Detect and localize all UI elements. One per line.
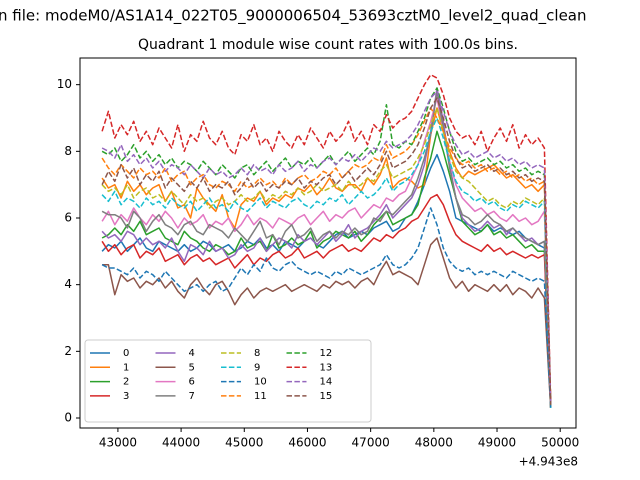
legend-label-0: 0 [123,348,129,359]
legend-label-15: 15 [320,391,333,402]
legend-label-3: 3 [123,391,129,402]
y-tick-label: 4 [64,277,72,291]
legend-label-4: 4 [189,348,195,359]
legend-label-5: 5 [189,362,195,373]
x-tick-label: 47000 [352,436,390,450]
series-line-3 [101,193,552,409]
series-line-13 [101,73,552,402]
series-line-8 [101,107,552,409]
plot-lines [101,73,552,409]
series-line-4 [101,87,552,409]
series-line-11 [101,107,552,405]
x-tick-label: 43000 [99,436,137,450]
legend-frame [84,339,372,423]
y-tick-label: 2 [64,344,72,358]
legend-label-9: 9 [254,362,260,373]
plot-frame [79,57,577,429]
series-line-14 [101,90,552,405]
figure-suptitle: n file: modeM0/AS1A14_022T05_9000006504_… [0,7,587,26]
x-axis: 43000 44000 45000 46000 47000 48000 49000 50000 [99,428,579,450]
x-offset-label: +4.943e8 [519,455,578,469]
chart-title: Quadrant 1 module wise count rates with … [138,37,518,53]
x-tick-label: 49000 [478,436,516,450]
legend-label-8: 8 [254,348,260,359]
x-tick-label: 45000 [225,436,263,450]
x-tick-label: 46000 [288,436,326,450]
x-tick-label: 44000 [162,436,200,450]
y-tick-label: 0 [64,411,72,425]
legend-label-12: 12 [320,348,333,359]
legend-label-7: 7 [189,391,195,402]
legend-label-2: 2 [123,377,129,388]
x-tick-label: 48000 [415,436,453,450]
series-line-12 [101,87,552,405]
series-line-6 [101,97,552,409]
series-line-1 [101,107,552,405]
legend-label-10: 10 [254,377,267,388]
legend-label-1: 1 [123,362,129,373]
series-line-15 [101,97,552,405]
legend-label-11: 11 [254,391,267,402]
series-line-5 [102,237,552,409]
series-line-7 [101,90,552,409]
x-tick-label: 50000 [541,436,579,450]
legend-label-13: 13 [320,362,333,373]
series-line-9 [101,117,552,409]
y-axis: 0 2 4 6 8 10 [57,77,80,425]
y-tick-label: 6 [64,211,72,225]
y-tick-label: 10 [57,77,72,91]
series-line-10 [101,207,552,409]
legend-label-6: 6 [189,377,195,388]
y-tick-label: 8 [64,144,72,158]
legend-label-14: 14 [320,377,333,388]
series-line-2 [101,130,552,409]
